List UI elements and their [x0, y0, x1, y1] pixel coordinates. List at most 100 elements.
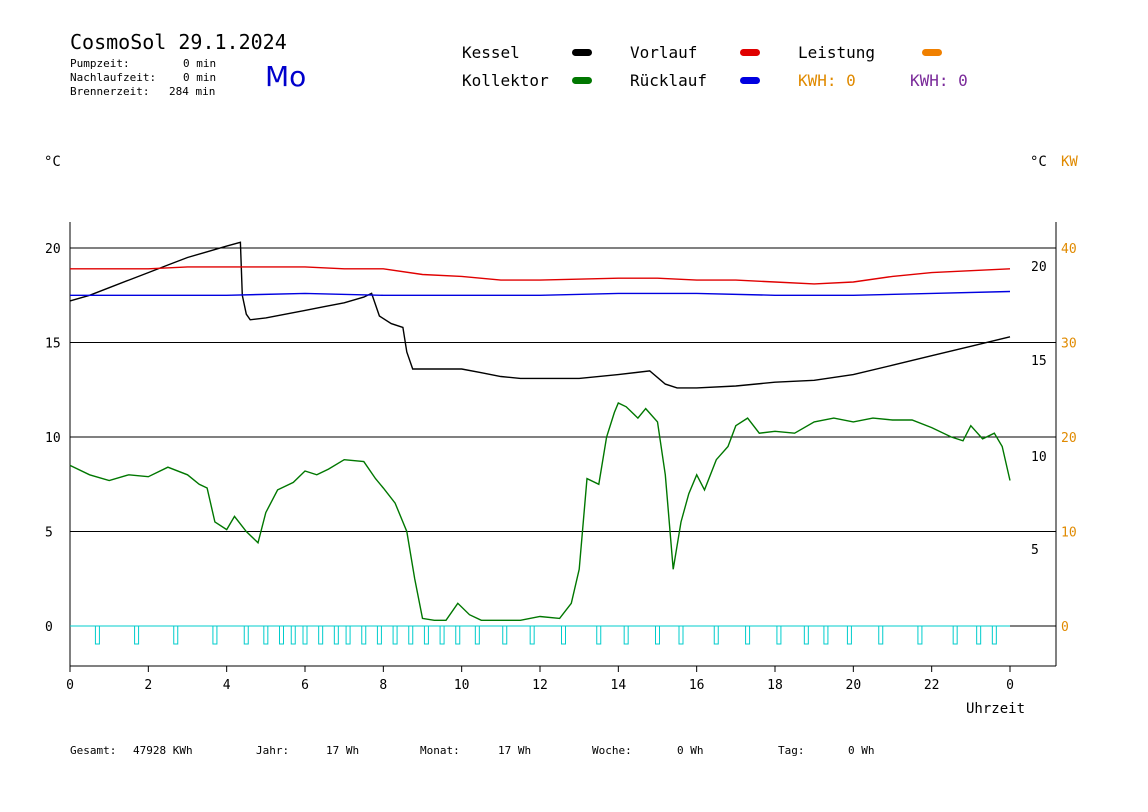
pump-pulse [455, 625, 461, 645]
pump-pulse [952, 625, 958, 645]
legend-kessel-label: Kessel [462, 43, 520, 62]
pump-pulse [345, 625, 351, 645]
pump-pulse [803, 625, 809, 645]
y-tick-label-left: 0 [45, 620, 53, 635]
pump-pulse [439, 625, 445, 645]
page-title: CosmoSol 29.1.2024 [70, 30, 287, 54]
series-line-ruecklauf [70, 290, 1011, 296]
pump-pulse [713, 625, 719, 645]
footer-jahr-value: 17 Wh [326, 744, 360, 757]
series-line-kessel [69, 241, 1011, 389]
footer-gesamt-value: 47928 KWh [133, 744, 193, 757]
legend-kessel-swatch [572, 49, 592, 56]
unit-left-celsius: °C [44, 154, 61, 170]
pump-pulse [917, 625, 923, 645]
legend-leistung-swatch [922, 49, 942, 56]
x-tick-label: 0 [66, 678, 74, 693]
pump-pulse [502, 625, 508, 645]
x-tick-label: 12 [532, 678, 548, 693]
x-tick-label: 14 [611, 678, 627, 693]
pump-pulse [376, 625, 382, 645]
x-tick-label: 6 [301, 678, 309, 693]
stat-label-brennerzeit: Brennerzeit: [70, 85, 150, 98]
y-tick-label-right-kw: 30 [1061, 337, 1077, 352]
pump-pulse [290, 625, 296, 645]
footer-woche-value: 0 Wh [677, 744, 704, 757]
footer-monat-label: Monat: [420, 744, 460, 757]
y-tick-label-right-kw: 0 [1061, 620, 1069, 635]
pump-pulse [529, 625, 535, 645]
unit-right-kw: KW [1061, 154, 1078, 170]
pump-pulse [846, 625, 852, 645]
pump-pulse [878, 625, 884, 645]
legend-ruecklauf-swatch [740, 77, 760, 84]
x-tick-label: 18 [767, 678, 783, 693]
y-tick-label-right-kw: 10 [1061, 526, 1077, 541]
pump-pulse [991, 625, 997, 645]
footer-woche-label: Woche: [592, 744, 632, 757]
pump-pulse [263, 625, 269, 645]
stat-label-pumpzeit: Pumpzeit: [70, 57, 130, 70]
pump-pulse [474, 625, 480, 645]
series-line-kollektor [69, 402, 1011, 621]
kwh-purple-value: KWH: 0 [910, 71, 968, 90]
stat-value-pumpzeit: 0 min [183, 57, 217, 70]
x-tick-label: 22 [924, 678, 940, 693]
y-tick-label-right-c: 15 [1031, 354, 1047, 369]
pump-pulse [745, 625, 751, 645]
legend-vorlauf-swatch [740, 49, 760, 56]
pump-pulse [134, 625, 140, 645]
pump-pulse [976, 625, 982, 645]
unit-right-celsius: °C [1030, 154, 1047, 170]
footer-tag-value: 0 Wh [848, 744, 875, 757]
pump-pulse [173, 625, 179, 645]
legend-kollektor-swatch [572, 77, 592, 84]
y-tick-label-right-c: 5 [1031, 543, 1039, 558]
y-tick-label-left: 10 [45, 431, 61, 446]
stat-value-nachlaufzeit: 0 min [183, 71, 217, 84]
x-tick-label: 10 [454, 678, 470, 693]
x-axis-label: Uhrzeit [966, 701, 1026, 717]
x-tick-label: 8 [379, 678, 387, 693]
pump-pulse [823, 625, 829, 645]
legend-leistung-label: Leistung [798, 43, 876, 62]
footer-gesamt-label: Gesamt: [70, 744, 117, 757]
y-tick-label-left: 20 [45, 242, 61, 257]
legend-kollektor-label: Kollektor [462, 71, 549, 90]
y-tick-label-right-c: 20 [1031, 260, 1047, 275]
y-tick-label-left: 15 [45, 337, 61, 352]
legend-vorlauf-label: Vorlauf [630, 43, 698, 62]
pump-pulse [279, 625, 284, 645]
x-tick-label: 20 [846, 678, 862, 693]
series-line-vorlauf [70, 266, 1011, 285]
footer-tag-label: Tag: [778, 744, 805, 757]
pump-pulse [318, 625, 324, 645]
pump-pulse [408, 625, 414, 645]
y-tick-label-right-c: 10 [1031, 450, 1047, 465]
pump-pulse [333, 625, 339, 645]
footer-jahr-label: Jahr: [256, 744, 290, 757]
y-tick-label-right-kw: 40 [1061, 242, 1077, 257]
pump-pulse [678, 625, 684, 645]
x-tick-label: 4 [223, 678, 231, 693]
footer-monat-value: 17 Wh [498, 744, 532, 757]
stat-value-brennerzeit: 284 min [169, 85, 216, 98]
pump-pulse [596, 625, 602, 645]
legend-ruecklauf-label: Rücklauf [630, 71, 708, 90]
pump-pulse [243, 625, 249, 645]
kwh-orange-value: KWH: 0 [798, 71, 856, 90]
pump-pulse [302, 625, 308, 645]
pump-pulse [561, 625, 566, 645]
pump-pulse [212, 625, 218, 645]
pump-pulse [361, 625, 367, 645]
pump-pulse [94, 625, 100, 645]
x-tick-label: 0 [1006, 678, 1014, 693]
pump-pulse [655, 625, 660, 645]
pump-pulse [392, 625, 398, 645]
pump-pulse [776, 625, 782, 645]
y-tick-label-left: 5 [45, 526, 53, 541]
pump-pulse [423, 625, 429, 645]
weekday-label: Mo [265, 60, 307, 93]
x-tick-label: 16 [689, 678, 705, 693]
